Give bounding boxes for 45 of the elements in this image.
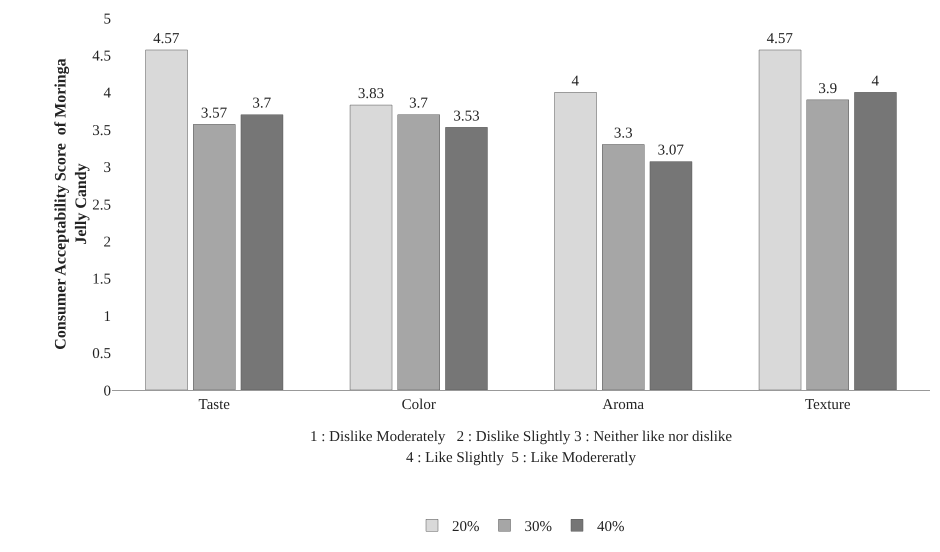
bar: [806, 100, 849, 390]
y-tick-label: 2.5: [92, 197, 111, 214]
data-label: 4: [871, 73, 880, 90]
legend-label: 20%: [452, 519, 480, 536]
x-tick-label: Aroma: [602, 397, 644, 413]
bar: [650, 161, 692, 390]
text: 1 : Dislike Moderately 2 : Dislike Slightly 3 : Neither like nor dislike: [310, 429, 732, 445]
bar: [240, 114, 284, 390]
y-axis-title: Consumer Acceptability Score of Moringa Jelly Candy: [52, 58, 90, 350]
data-label: 3.7: [252, 96, 272, 112]
y-tick-label: 3: [104, 160, 111, 176]
y-tick-label: 0.5: [92, 346, 111, 362]
bar: [554, 92, 597, 390]
text: 4 : Like Slightly 5 : Like Modereratly: [406, 450, 636, 466]
bar: [145, 50, 188, 390]
y-tick-label: 2: [104, 234, 111, 250]
x-tick-label: Taste: [198, 397, 230, 413]
data-label: 3.3: [614, 125, 633, 142]
bar: [350, 104, 392, 390]
bar: [602, 144, 644, 390]
y-tick-label: 1: [104, 308, 111, 325]
data-label: 4: [572, 73, 580, 90]
data-label: 4.57: [766, 30, 794, 47]
bar: [398, 114, 440, 390]
y-tick-label: 0: [104, 383, 111, 400]
data-label: 3.83: [358, 86, 384, 102]
data-label: 3.57: [200, 105, 228, 122]
bar: [445, 127, 488, 390]
y-tick-label: 4.5: [92, 48, 111, 64]
x-tick-label: Color: [402, 397, 436, 413]
data-label: 4.57: [153, 30, 180, 47]
legend-label: 40%: [597, 519, 624, 536]
bar: [758, 50, 802, 390]
bar: [193, 124, 236, 390]
y-tick-label: 5: [104, 11, 111, 28]
data-label: 3.7: [409, 96, 428, 112]
x-tick-label: Texture: [804, 397, 851, 413]
data-label: 3.07: [658, 142, 684, 159]
bar: [854, 92, 897, 390]
y-tick-label: 4: [104, 86, 112, 102]
y-tick-label: 1.5: [92, 272, 111, 288]
legend-label: 30%: [524, 519, 552, 536]
data-label: 3.9: [818, 80, 838, 97]
data-label: 3.53: [453, 108, 480, 124]
y-tick-label: 3.5: [92, 122, 111, 139]
